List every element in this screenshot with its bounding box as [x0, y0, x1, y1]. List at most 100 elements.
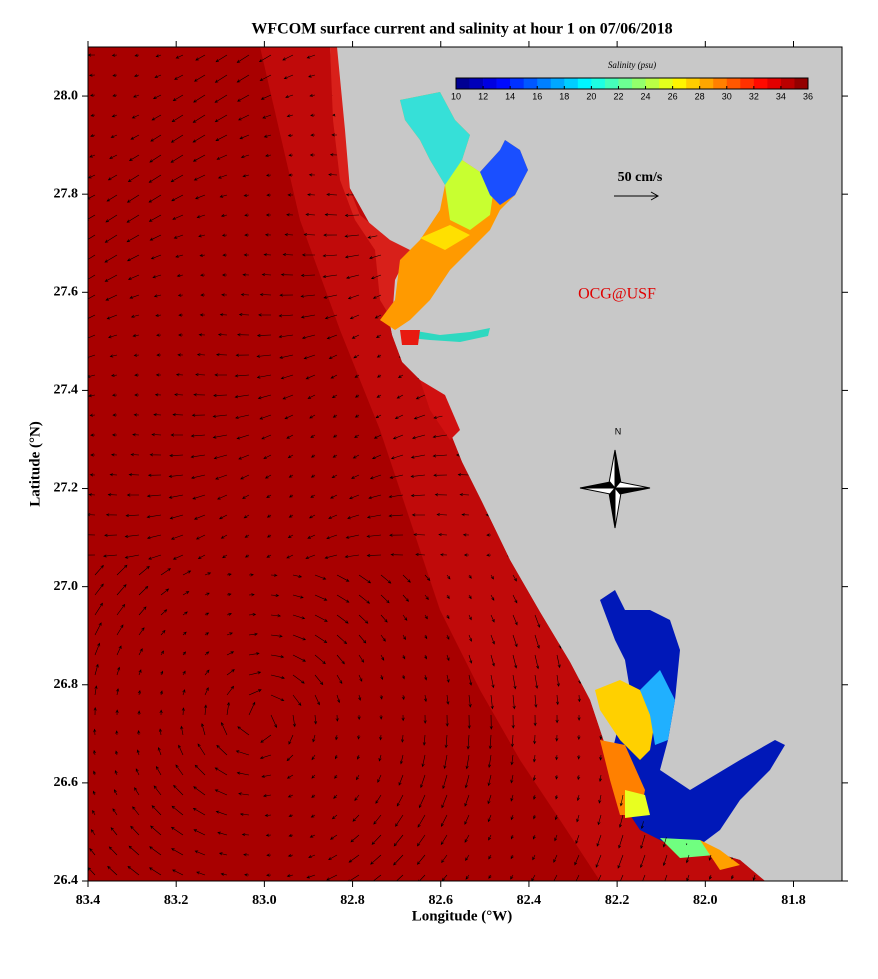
current-arrow [238, 792, 250, 796]
current-arrow [366, 534, 382, 538]
current-arrow [193, 829, 206, 836]
current-arrow [261, 774, 272, 778]
sarasota-bay [400, 330, 420, 345]
current-arrow [174, 74, 184, 80]
x-tick-label: 83.0 [252, 893, 277, 908]
current-arrow [88, 274, 96, 283]
colorbar-label: Salinity (psu) [608, 60, 656, 70]
current-arrow [106, 314, 118, 320]
current-arrow [152, 94, 162, 100]
current-arrow [204, 687, 209, 696]
current-arrow [368, 494, 382, 500]
current-arrow [464, 774, 470, 789]
colorbar-tick-label: 26 [668, 91, 678, 101]
current-arrow [355, 394, 360, 398]
current-arrow [441, 854, 448, 864]
current-arrow [326, 874, 338, 881]
current-arrow [395, 814, 404, 827]
current-arrow [148, 194, 162, 203]
current-arrow [182, 631, 187, 636]
current-arrow [287, 454, 294, 459]
current-arrow [379, 694, 383, 700]
current-arrow [465, 854, 470, 862]
current-arrow [108, 846, 118, 856]
current-arrow [248, 573, 254, 577]
current-arrow [197, 554, 206, 559]
current-arrow [424, 694, 428, 703]
current-arrow [193, 94, 206, 103]
current-arrow [685, 854, 690, 864]
current-arrow [159, 690, 163, 696]
current-arrow [466, 734, 470, 750]
current-arrow [640, 834, 646, 849]
current-arrow [432, 434, 448, 439]
current-arrow [115, 709, 119, 716]
current-arrow [402, 574, 411, 583]
current-arrow [398, 774, 404, 786]
current-arrow [309, 834, 316, 838]
current-arrow [354, 414, 360, 418]
current-arrow [150, 825, 162, 836]
current-arrow [266, 193, 272, 197]
current-arrow [256, 354, 272, 358]
current-arrow [286, 213, 294, 217]
current-arrow [305, 213, 316, 217]
current-arrow [221, 721, 228, 736]
current-arrow [358, 594, 371, 604]
current-arrow [555, 734, 559, 742]
current-arrow [468, 654, 473, 664]
current-arrow [204, 612, 210, 616]
current-arrow [440, 834, 448, 846]
current-arrow [109, 354, 118, 358]
current-arrow [333, 434, 338, 438]
current-arrow [130, 134, 140, 140]
current-arrow [109, 473, 118, 477]
current-arrow [324, 314, 338, 320]
current-arrow [617, 874, 624, 881]
current-arrow [191, 474, 206, 479]
current-arrow [160, 609, 168, 616]
current-arrow [92, 790, 96, 796]
current-arrow [132, 433, 140, 437]
current-arrow [424, 634, 428, 640]
current-arrow [344, 234, 360, 238]
current-arrow [111, 433, 118, 437]
colorbar-tick-label: 18 [559, 91, 569, 101]
current-arrow [116, 584, 127, 596]
current-arrow [288, 734, 294, 745]
current-arrow [594, 874, 602, 881]
current-arrow [330, 494, 338, 499]
current-arrow [328, 854, 338, 861]
current-arrow [446, 654, 450, 662]
current-arrow [175, 764, 184, 776]
current-arrow [126, 493, 139, 497]
current-arrow [577, 694, 581, 703]
colorbar-tick-label: 20 [586, 91, 596, 101]
current-arrow [554, 814, 558, 821]
current-arrow [156, 333, 162, 337]
current-arrow [237, 94, 250, 102]
current-arrow [204, 572, 212, 576]
current-arrow [159, 709, 163, 716]
current-arrow [331, 474, 338, 479]
current-arrow [314, 654, 326, 665]
current-arrow [214, 114, 228, 123]
current-arrow [286, 114, 294, 118]
current-arrow [375, 334, 382, 338]
current-arrow [93, 706, 97, 716]
current-arrow [307, 394, 316, 399]
current-arrow [532, 854, 536, 861]
current-arrow [380, 674, 384, 681]
current-arrow [136, 749, 140, 756]
current-arrow [132, 806, 140, 816]
colorbar-cell [496, 78, 511, 89]
current-arrow [309, 93, 316, 97]
current-arrow [156, 353, 162, 357]
colorbar-cell [699, 78, 714, 89]
colorbar-tick-label: 16 [532, 91, 542, 101]
current-arrow [130, 453, 140, 457]
colorbar: 10 12 14 16 18 20 22 24 26 28 30 32 34 36 [451, 77, 813, 101]
current-arrow [134, 53, 140, 57]
current-arrow [311, 454, 316, 458]
lemon-bay [420, 380, 460, 440]
